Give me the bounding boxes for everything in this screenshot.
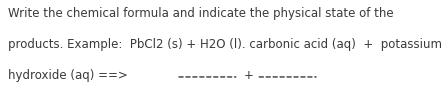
Text: +: +	[244, 69, 254, 82]
Text: Write the chemical formula and indicate the physical state of the: Write the chemical formula and indicate …	[8, 7, 394, 20]
Text: products. Example:  PbCl2 (s) + H2O (l). carbonic acid (aq)  +  potassium: products. Example: PbCl2 (s) + H2O (l). …	[8, 38, 442, 51]
Text: hydroxide (aq) ==>: hydroxide (aq) ==>	[8, 69, 128, 82]
